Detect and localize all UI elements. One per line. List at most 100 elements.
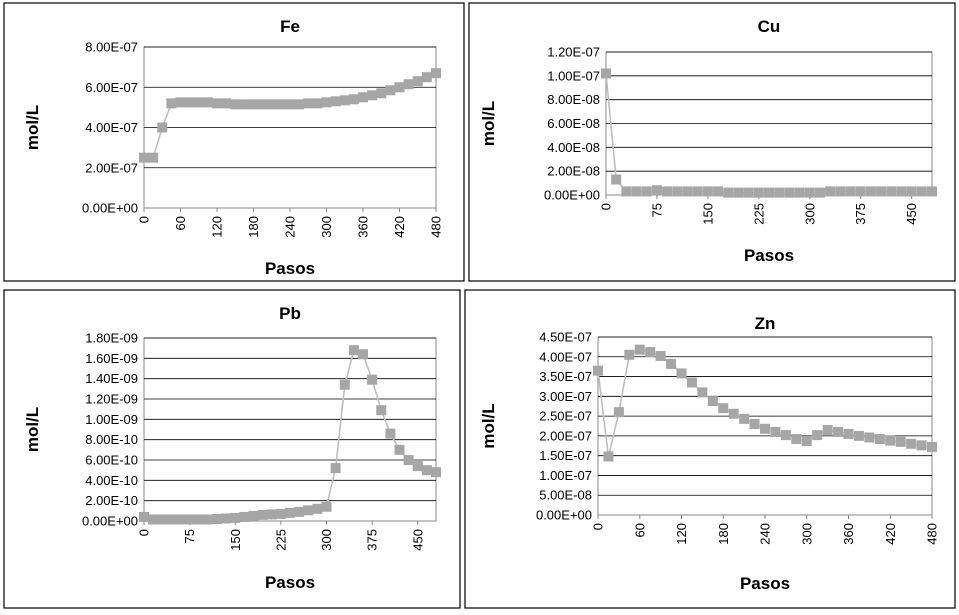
- x-tick-label: 450: [904, 203, 919, 225]
- data-point: [403, 455, 414, 465]
- data-point: [239, 99, 250, 110]
- data-point: [885, 435, 896, 446]
- data-point: [202, 514, 213, 525]
- y-tick-label: 4.00E-08: [547, 140, 600, 155]
- data-point: [157, 122, 168, 133]
- data-point: [166, 98, 177, 109]
- data-point: [728, 408, 739, 419]
- data-point: [385, 85, 396, 96]
- x-tick-label: 450: [410, 529, 425, 551]
- x-tick-label: 420: [883, 523, 898, 545]
- data-point: [749, 419, 760, 430]
- x-tick-label: 300: [802, 203, 817, 225]
- data-point: [804, 187, 815, 198]
- data-point: [896, 186, 907, 197]
- x-tick-label: 225: [751, 203, 766, 225]
- x-tick-label: 120: [210, 216, 225, 238]
- data-point: [266, 99, 277, 110]
- data-point: [835, 186, 846, 197]
- data-point: [603, 451, 614, 462]
- data-point: [764, 187, 774, 198]
- x-tick-label: 420: [392, 216, 407, 238]
- x-tick-label: 75: [182, 529, 197, 543]
- data-point: [412, 76, 423, 87]
- data-point: [175, 97, 186, 108]
- y-tick-label: 1.40E-09: [85, 371, 138, 386]
- data-point: [358, 349, 368, 360]
- data-point: [367, 374, 378, 385]
- data-point: [148, 152, 159, 163]
- x-tick-label: 150: [700, 203, 715, 225]
- y-tick-label: 5.00E-08: [539, 488, 592, 503]
- data-point: [339, 95, 350, 106]
- y-tick-label: 1.80E-09: [85, 331, 138, 346]
- data-point: [895, 436, 906, 447]
- y-tick-label: 1.00E-07: [547, 68, 600, 83]
- chart-pb: 0.00E+00 2.00E-10 4.00E-10 6.00E-10 8.00E-10…: [23, 304, 441, 592]
- data-point: [760, 423, 770, 434]
- data-point: [833, 426, 844, 437]
- data-point: [394, 444, 405, 455]
- x-tick-label: 180: [716, 523, 731, 545]
- data-point: [624, 349, 635, 360]
- x-tick-label: 300: [799, 523, 814, 545]
- y-tick-label: 8.00E-10: [85, 432, 138, 447]
- data-point: [275, 508, 286, 519]
- data-point: [193, 514, 204, 525]
- data-point: [825, 186, 836, 197]
- x-tick-label: 375: [853, 203, 868, 225]
- data-point: [916, 186, 927, 197]
- data-point: [601, 68, 611, 79]
- data-point: [257, 99, 268, 110]
- chart-title: Fe: [280, 17, 300, 36]
- data-point: [239, 511, 250, 522]
- y-tick-label: 1.50E-07: [539, 448, 592, 463]
- data-point: [431, 68, 441, 79]
- y-tick-label: 1.00E-07: [539, 468, 592, 483]
- data-point: [421, 465, 432, 476]
- data-point: [339, 379, 350, 390]
- data-point: [697, 387, 708, 398]
- data-point: [780, 430, 791, 441]
- data-point: [421, 72, 432, 83]
- data-point: [367, 90, 378, 101]
- data-point: [611, 174, 622, 185]
- data-point: [916, 440, 927, 451]
- data-point: [645, 347, 656, 358]
- data-point: [202, 97, 213, 108]
- data-point: [621, 186, 632, 197]
- data-point: [348, 345, 359, 356]
- y-tick-label: 2.00E-07: [539, 428, 592, 443]
- x-axis-label: Pasos: [744, 246, 794, 265]
- data-point: [753, 187, 764, 198]
- y-tick-label: 4.00E-07: [85, 120, 138, 135]
- y-tick-label: 4.50E-07: [539, 330, 592, 345]
- data-point: [348, 94, 359, 105]
- data-point: [739, 413, 750, 424]
- y-tick-label: 1.60E-09: [85, 351, 138, 366]
- data-point: [784, 187, 795, 198]
- y-tick-label: 2.50E-07: [539, 409, 592, 424]
- x-tick-label: 225: [273, 529, 288, 551]
- y-tick-label: 0.00E+00: [82, 201, 138, 216]
- data-point: [733, 187, 744, 198]
- data-point: [676, 368, 687, 379]
- data-point: [774, 187, 785, 198]
- y-tick-label: 6.00E-07: [85, 80, 138, 95]
- data-point: [193, 97, 204, 108]
- data-point: [221, 98, 232, 109]
- y-tick-label: 2.00E-08: [547, 164, 600, 179]
- data-point: [321, 97, 332, 108]
- y-tick-label: 0.00E+00: [544, 188, 600, 203]
- data-point: [148, 514, 159, 525]
- x-tick-label: 0: [591, 523, 606, 530]
- y-tick-label: 4.00E-07: [539, 349, 592, 364]
- data-point: [631, 186, 642, 197]
- data-point: [257, 509, 268, 520]
- x-tick-label: 375: [365, 529, 380, 551]
- y-tick-label: 4.00E-10: [85, 473, 138, 488]
- data-point: [927, 441, 937, 452]
- data-point: [886, 186, 897, 197]
- data-point: [230, 99, 241, 110]
- data-point: [230, 512, 241, 523]
